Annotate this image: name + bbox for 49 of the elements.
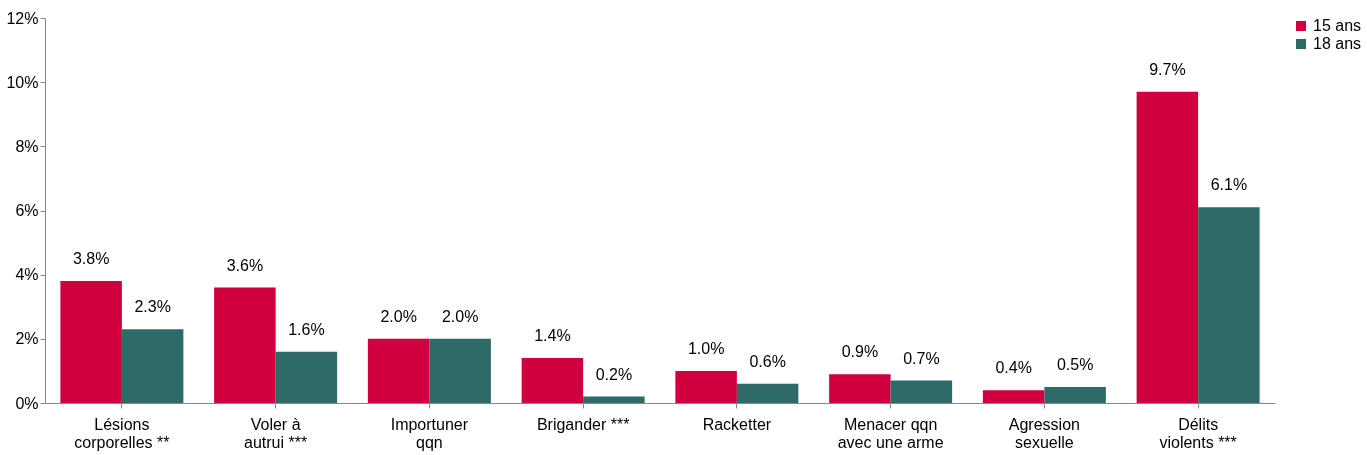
bar — [583, 396, 645, 403]
data-label: 0.2% — [595, 365, 633, 383]
data-label: 0.6% — [749, 352, 786, 370]
data-label: 2.0% — [441, 307, 479, 325]
data-label: 1.4% — [534, 327, 571, 345]
data-label: 9.7% — [1149, 60, 1186, 78]
x-tick-label: Délits violents *** — [1159, 415, 1237, 451]
data-label: 0.4% — [995, 359, 1032, 377]
y-tick-label: 6% — [15, 202, 39, 219]
bar — [890, 380, 953, 403]
bar — [675, 370, 737, 403]
bar — [60, 281, 122, 403]
bar — [275, 351, 338, 403]
x-tick-label: Voler à autrui *** — [244, 415, 308, 451]
data-label: 3.6% — [226, 256, 264, 274]
x-tick-label: Lésions corporelles ** — [74, 415, 170, 451]
data-label: 2.3% — [134, 298, 171, 316]
bar — [736, 383, 799, 403]
x-tick-label: Racketter — [702, 415, 772, 433]
x-tick-label: Menacer qqn avec une arme — [837, 415, 944, 451]
data-label: 0.7% — [903, 349, 940, 367]
bar — [367, 338, 430, 403]
legend-label: 15 ans — [1313, 17, 1362, 34]
bar — [214, 287, 276, 403]
y-tick-label: 4% — [15, 266, 39, 284]
data-label: 1.0% — [687, 339, 725, 357]
data-label: 0.9% — [841, 343, 879, 361]
x-tick-label: Agression sexuelle — [1008, 415, 1080, 451]
bar — [429, 338, 491, 403]
x-tick-label: Importuner qqn — [390, 415, 469, 451]
data-label: 0.5% — [1056, 355, 1094, 373]
bar — [1198, 207, 1260, 403]
y-tick-label: 8% — [15, 137, 39, 155]
bar — [121, 329, 184, 403]
bar — [1136, 91, 1199, 403]
y-tick-label: 10% — [6, 73, 39, 91]
data-label: 2.0% — [380, 307, 417, 325]
data-label: 6.1% — [1210, 176, 1248, 194]
bar — [982, 390, 1045, 403]
data-label: 3.8% — [72, 250, 110, 268]
y-tick-label: 2% — [15, 330, 39, 348]
x-tick-label: Brigander *** — [536, 415, 630, 433]
data-label: 1.6% — [288, 320, 325, 338]
legend-label: 18 ans — [1313, 35, 1362, 52]
bar — [1044, 386, 1106, 403]
y-tick-label: 0% — [15, 394, 39, 412]
bar — [829, 374, 891, 403]
y-tick-label: 12% — [6, 9, 39, 27]
bar — [521, 358, 584, 403]
